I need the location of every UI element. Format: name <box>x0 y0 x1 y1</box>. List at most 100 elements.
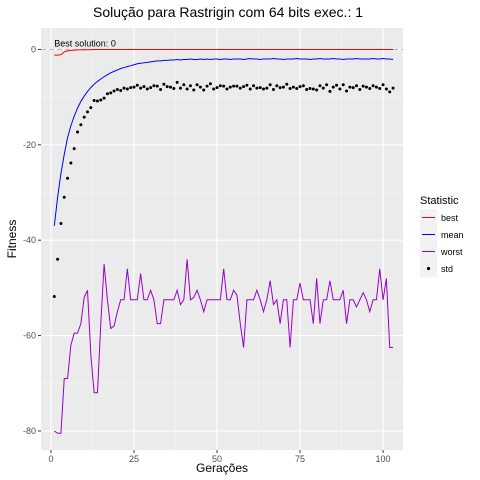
series-point-std <box>325 83 329 87</box>
series-point-std <box>135 83 139 87</box>
series-point-std <box>122 86 126 90</box>
series-layer <box>52 48 395 434</box>
y-axis-ticks: 0 -20 -40 -60 -80 <box>23 44 41 436</box>
series-point-std <box>205 84 209 88</box>
x-tick-label: 100 <box>376 454 391 464</box>
series-point-std <box>248 87 252 91</box>
series-point-std <box>268 83 272 87</box>
series-point-std <box>139 86 143 90</box>
x-axis-title: Gerações <box>196 461 248 475</box>
series-point-std <box>358 88 362 92</box>
x-tick-label: 75 <box>295 454 305 464</box>
series-point-std <box>301 84 305 88</box>
series-point-std <box>235 84 239 88</box>
series-point-std <box>175 80 179 84</box>
series-point-std <box>265 86 269 90</box>
series-point-std <box>298 85 302 89</box>
series-line-worst <box>53 259 394 434</box>
series-point-std <box>72 147 76 151</box>
series-point-std <box>82 115 86 119</box>
series-point-std <box>56 257 60 261</box>
legend: Statistic best mean worst std <box>420 195 464 277</box>
series-line-mean <box>53 58 394 226</box>
series-point-std <box>341 83 345 87</box>
series-point-std <box>271 88 275 92</box>
series-point-std <box>192 88 196 92</box>
series-point-std <box>391 86 395 90</box>
series-point-std <box>169 85 173 89</box>
series-point-std <box>119 88 123 92</box>
series-point-std <box>318 84 322 88</box>
series-point-std <box>99 98 103 102</box>
series-point-std <box>112 89 116 93</box>
series-point-std <box>115 88 119 92</box>
best-solution-annotation: Best solution: 0 <box>54 38 116 48</box>
series-point-std <box>381 83 385 87</box>
minor-grid <box>41 28 403 450</box>
plot-panel <box>41 28 403 450</box>
series-point-std <box>92 98 96 102</box>
series-point-std <box>59 222 63 226</box>
series-point-std <box>228 85 232 89</box>
series-point-std <box>215 86 219 90</box>
x-tick-label: 50 <box>212 454 222 464</box>
series-point-std <box>62 195 66 199</box>
legend-label-mean: mean <box>441 230 464 240</box>
series-point-std <box>198 85 202 89</box>
chart-title: Solução para Rastrigin com 64 bits exec.… <box>93 4 363 20</box>
legend-title: Statistic <box>420 195 459 207</box>
series-point-std <box>311 87 315 91</box>
series-point-std <box>295 87 299 91</box>
series-point-std <box>278 86 282 90</box>
y-tick-label: -40 <box>23 235 36 245</box>
y-tick-label: 0 <box>31 44 36 54</box>
y-tick-label: -20 <box>23 140 36 150</box>
legend-label-std: std <box>441 264 453 274</box>
series-point-std <box>159 88 163 92</box>
series-point-std <box>308 87 312 91</box>
series-point-std <box>291 85 295 89</box>
series-point-std <box>109 91 113 95</box>
series-point-std <box>69 161 73 165</box>
series-line-best <box>54 48 394 56</box>
series-point-std <box>76 130 80 134</box>
y-axis-title: Fitness <box>5 220 19 259</box>
series-point-std <box>258 86 262 90</box>
series-point-std <box>378 87 382 91</box>
series-point-std <box>178 86 182 90</box>
series-point-std <box>102 96 106 100</box>
series-point-std <box>331 85 335 89</box>
series-point-std <box>321 86 325 90</box>
series-point-std <box>129 86 133 90</box>
series-point-std <box>66 176 70 180</box>
series-point-std <box>182 83 186 87</box>
series-point-std <box>142 85 146 89</box>
series-point-std <box>305 88 309 92</box>
series-point-std <box>188 84 192 88</box>
x-axis-ticks: 0 25 50 75 100 <box>48 450 391 464</box>
y-tick-label: -60 <box>23 331 36 341</box>
series-point-std <box>145 87 149 91</box>
series-point-std <box>315 88 319 92</box>
series-point-std <box>95 99 99 103</box>
series-point-std <box>371 84 375 88</box>
series-point-std <box>162 82 166 86</box>
legend-label-worst: worst <box>440 247 463 257</box>
series-point-std <box>85 110 89 114</box>
series-point-std <box>255 86 259 90</box>
series-point-std <box>238 86 242 90</box>
series-point-std <box>345 89 349 93</box>
series-point-std <box>388 90 392 94</box>
y-tick-label: -80 <box>23 426 36 436</box>
series-point-std <box>275 84 279 88</box>
series-point-std <box>351 86 355 90</box>
series-point-std <box>125 87 129 91</box>
series-point-std <box>364 85 368 89</box>
series-point-std <box>338 87 342 91</box>
legend-label-best: best <box>441 213 459 223</box>
series-point-std <box>185 87 189 91</box>
series-point-std <box>89 106 93 110</box>
series-point-std <box>165 85 169 89</box>
series-point-std <box>172 87 176 91</box>
series-point-std <box>132 85 136 89</box>
